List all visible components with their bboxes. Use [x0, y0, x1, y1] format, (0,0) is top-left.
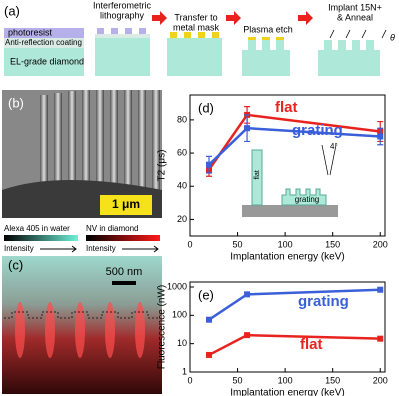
marker: [377, 133, 384, 140]
intensity-label: Intensity: [4, 244, 34, 253]
marker: [377, 335, 384, 342]
y-tick-label: 100: [172, 310, 187, 320]
inset-beam: [321, 144, 337, 176]
inset-pillar: [251, 149, 263, 206]
x-tick-label: 150: [325, 239, 340, 249]
step-4: Implant 15N+ & Anneal θ: [318, 2, 395, 76]
chart: 0 50 100 150 200 20 40 60 80 Implantation energy …: [157, 94, 388, 263]
marker: [244, 332, 251, 339]
x-tick-label: 200: [373, 375, 388, 385]
panel-b: (b) 1 μm: [2, 90, 162, 218]
x-tick-label: 0: [187, 375, 192, 385]
series-label: flat: [275, 99, 298, 116]
series-line: [208, 288, 381, 321]
legend-label: NV in diamond: [86, 224, 138, 233]
panel-c: Alexa 405 in water NV in diamond Intensi…: [2, 224, 162, 394]
photoresist-layer: [4, 28, 84, 38]
inset-label: 4°: [330, 142, 338, 151]
marker: [244, 291, 251, 298]
step-2: Transfer to metal mask: [167, 12, 222, 76]
scale-box: [100, 195, 152, 215]
y-tick-label: 20: [177, 214, 187, 224]
y-tick-label: 40: [177, 181, 187, 191]
layer-label: Anti-reflection coating: [5, 38, 82, 47]
y-tick-label: 1000: [167, 281, 187, 291]
arrow: [226, 11, 241, 25]
chart: 0 50 100 150 200 1 10 100 1000 Implantation energ…: [157, 281, 388, 396]
series-label: grating: [292, 122, 343, 139]
x-tick-label: 150: [325, 375, 340, 385]
layer-label: photoresist: [8, 27, 53, 37]
y-axis-label: Fluorescence (nW): [157, 285, 168, 369]
legend-label: Alexa 405 in water: [4, 224, 70, 233]
step-label: & Anneal: [337, 12, 373, 22]
layer-label: EL-grade diamond: [10, 56, 84, 66]
arrow: [152, 11, 167, 25]
step-label: metal mask: [173, 22, 220, 32]
step-3: Plasma etch: [242, 24, 293, 76]
inset-grating: [281, 188, 327, 206]
x-tick-label: 200: [373, 239, 388, 249]
y-tick-label: 10: [177, 338, 187, 348]
panel-label: (b): [8, 95, 24, 110]
x-tick-label: 50: [233, 239, 243, 249]
arrow: [298, 11, 313, 25]
panel-label: (a): [4, 3, 20, 18]
y-axis-label: T2 (μs): [157, 150, 168, 182]
step-label: Implant 15N+: [328, 2, 382, 12]
scale-label: 500 nm: [106, 266, 143, 278]
series-label: grating: [298, 293, 349, 310]
step-label: Plasma etch: [243, 24, 293, 34]
y-tick-label: 1: [182, 366, 187, 376]
marker: [244, 125, 251, 132]
x-tick-label: 0: [187, 239, 192, 249]
series-label: flat: [300, 336, 323, 353]
marker: [206, 316, 213, 323]
x-tick-label: 100: [278, 239, 293, 249]
marker: [377, 286, 384, 293]
y-tick-label: 60: [177, 147, 187, 157]
step-label: lithography: [100, 10, 145, 20]
step-label: Transfer to: [174, 12, 217, 22]
y-tick-label: 80: [177, 114, 187, 124]
x-axis-label: Implantation energy (keV): [230, 388, 345, 396]
scale-label: 1 μm: [112, 197, 140, 211]
plot-frame: [189, 94, 386, 237]
inset-label: flat: [254, 170, 261, 179]
panel-a: (a) photoresist Anti-reflection coating …: [4, 0, 395, 76]
step-1: Interferometric lithography: [93, 0, 152, 76]
step-label: Interferometric: [93, 0, 152, 10]
arc-layer: [4, 38, 84, 48]
panel-label: (d): [198, 100, 214, 115]
plot-frame: [189, 281, 386, 373]
diamond-layer: [4, 48, 84, 76]
x-tick-label: 100: [278, 375, 293, 385]
inset-label: grating: [295, 195, 319, 204]
inset-base: [242, 205, 338, 217]
marker: [206, 161, 213, 168]
series-line: [208, 333, 381, 357]
marker: [206, 351, 213, 358]
intensity-label: Intensity: [86, 244, 116, 253]
x-tick-label: 50: [233, 375, 243, 385]
panel-label: (e): [198, 287, 214, 302]
x-axis-label: Implantation energy (keV): [230, 252, 345, 263]
panel-label: (c): [8, 257, 23, 272]
angle-label: θ: [390, 32, 395, 42]
